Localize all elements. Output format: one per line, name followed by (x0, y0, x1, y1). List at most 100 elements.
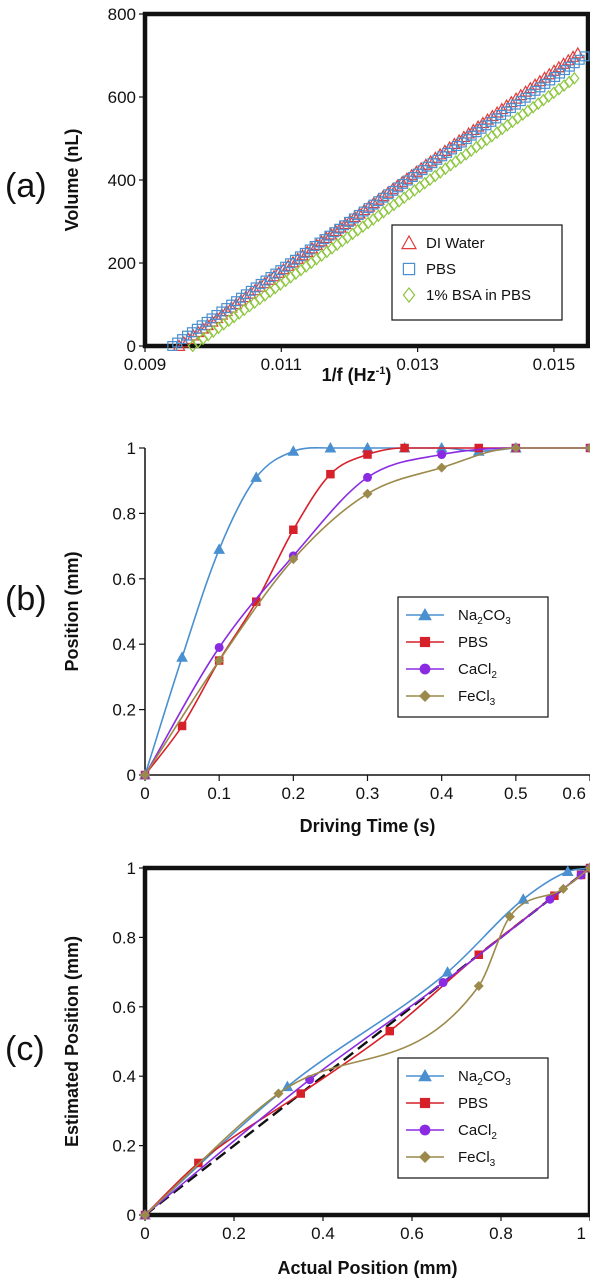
data-point (545, 894, 555, 904)
data-point (519, 85, 533, 97)
data-point (362, 488, 373, 499)
data-point (538, 71, 552, 83)
x-tick-label: 0.015 (533, 355, 576, 374)
data-point (579, 51, 590, 62)
x-tick-label: 0.2 (222, 1224, 246, 1243)
data-point (252, 597, 261, 606)
legend: DI Water PBS 1% BSA in PBS (391, 224, 563, 321)
data-point (205, 314, 219, 327)
data-point (177, 721, 187, 731)
legend-label: Na2CO3 (458, 1068, 511, 1088)
data-point (533, 74, 547, 87)
x-axis-label: Actual Position (mm) (277, 1258, 457, 1278)
legend-label: FeCl3 (458, 1149, 496, 1169)
series-3 (140, 863, 590, 1220)
legend-label: PBS (426, 261, 456, 278)
legend-label: DI Water (426, 235, 485, 252)
y-tick-label: 0 (127, 337, 136, 356)
data-point (441, 966, 454, 977)
chart-panel-a: 0.009 0.011 0.013 0.015 0 200 400 600 800 1/f (Hz… (5, 5, 590, 385)
legend-marker (419, 1124, 431, 1136)
legend-item: FeCl3 (406, 1149, 496, 1169)
data-point (466, 123, 480, 136)
legend-item: PBS (406, 1095, 488, 1112)
data-point (215, 307, 229, 320)
y-tick-label: 800 (108, 5, 136, 24)
data-point (367, 196, 381, 209)
data-point (296, 1089, 305, 1098)
data-point (363, 450, 372, 459)
x-axis-label: 1/f (Hz-1) (322, 365, 392, 385)
legend-marker (402, 287, 416, 303)
series-2 (187, 71, 580, 352)
legend-item: CaCl2 (406, 1122, 497, 1142)
legend-marker (402, 262, 416, 276)
legend: Na2CO3 PBS CaCl2 FeCl3 (397, 596, 549, 718)
legend-marker (419, 1151, 431, 1163)
data-point (437, 450, 447, 460)
data-point (552, 60, 566, 73)
legend-marker (418, 1068, 432, 1082)
data-point (288, 554, 299, 565)
x-tick-label: 0.009 (124, 355, 167, 374)
legend-label: PBS (458, 1095, 488, 1112)
data-point (362, 199, 376, 212)
legend-marker (400, 234, 418, 250)
panel-letter: (b) (5, 580, 47, 618)
panel-letter: (a) (5, 167, 47, 205)
data-point (462, 126, 476, 139)
data-point (476, 116, 490, 129)
legend-label: 1% BSA in PBS (426, 287, 531, 304)
data-point (140, 770, 150, 780)
legend-item: PBS (402, 261, 456, 278)
data-point (474, 443, 483, 453)
data-point (273, 1088, 284, 1099)
y-tick-label: 0.4 (112, 635, 136, 654)
legend-box (391, 224, 563, 321)
data-point (510, 443, 521, 453)
data-point (176, 651, 188, 662)
chart-panel-b: 0 0.1 0.2 0.3 0.4 0.5 0.6 0 0.2 0.4 0.6 0.8 1 Driving… (5, 439, 590, 836)
x-tick-label: 0.011 (261, 355, 302, 374)
chart-panel-c: 0 0.2 0.4 0.6 0.8 1 0 0.2 0.4 0.6 0.8 1 Actual Posit… (5, 859, 590, 1278)
data-point (363, 472, 372, 482)
data-point (561, 865, 574, 876)
data-point (250, 471, 263, 482)
data-point (214, 642, 224, 652)
data-point (569, 71, 580, 85)
data-point (289, 525, 298, 534)
x-tick-label: 1 (577, 1224, 586, 1243)
legend-item: 1% BSA in PBS (402, 287, 531, 304)
data-point (213, 543, 226, 554)
legend-item: Na2CO3 (406, 607, 511, 627)
data-point (343, 213, 357, 226)
plot-frame (142, 865, 590, 1218)
x-tick-label: 0.4 (311, 1224, 335, 1243)
data-point (585, 443, 590, 453)
y-tick-label: 0.8 (112, 504, 136, 523)
legend-item: FeCl3 (406, 688, 496, 708)
x-tick-label: 0.4 (430, 784, 454, 803)
data-point (561, 53, 575, 66)
y-axis-label: Position (mm) (62, 551, 82, 671)
data-point (324, 441, 337, 453)
data-point (224, 300, 238, 313)
data-point (326, 469, 335, 479)
x-tick-label: 0.2 (282, 784, 306, 803)
data-point (348, 210, 362, 223)
data-point (547, 64, 561, 76)
legend-item: PBS (406, 634, 488, 651)
legend: Na2CO3 PBS CaCl2 FeCl3 (397, 1057, 549, 1179)
legend-item: DI Water (400, 234, 485, 252)
data-point (436, 462, 447, 473)
panel-letter: (c) (5, 1030, 45, 1068)
y-tick-label: 1 (127, 859, 136, 878)
y-axis-label: Estimated Position (mm) (62, 936, 82, 1147)
plot-area (139, 861, 590, 1220)
legend-marker (419, 690, 431, 702)
data-point (385, 1026, 394, 1036)
plot-area (167, 46, 590, 352)
data-point (210, 311, 224, 324)
data-point (352, 206, 366, 219)
y-tick-label: 0.2 (112, 1137, 136, 1156)
